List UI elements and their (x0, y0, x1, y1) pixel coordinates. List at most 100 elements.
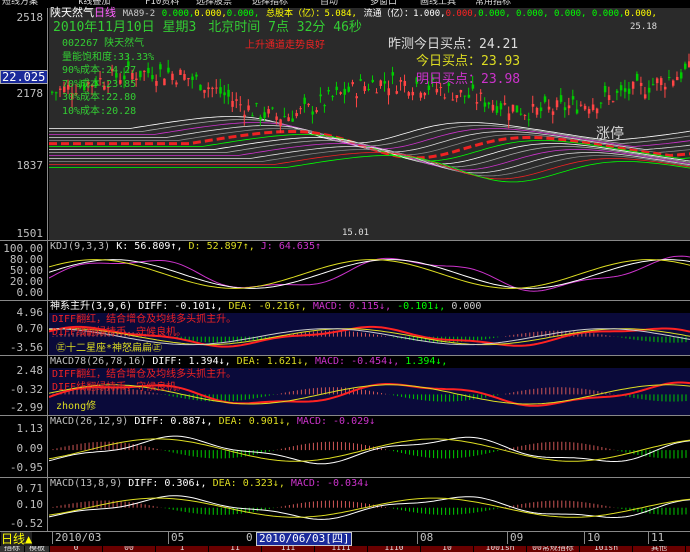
menu-item[interactable]: 短线方案 (2, 0, 39, 7)
macd-value: MACD: 0.115↓, (312, 301, 392, 312)
candle-body (495, 106, 499, 113)
candle-body (683, 63, 687, 69)
candle-body (335, 86, 338, 91)
moving-average-line (49, 146, 690, 174)
candle-body (551, 111, 555, 115)
candle-body (539, 107, 543, 112)
candle-body (559, 95, 563, 102)
menu-item[interactable]: 多窗口 (370, 0, 398, 7)
menu-item[interactable]: 自动 (320, 0, 339, 7)
limit-up-label: 涨停 (596, 126, 624, 142)
candle-body (59, 88, 62, 90)
moving-average-line (49, 152, 690, 180)
y-tick: 1.13 (16, 422, 44, 435)
candle-body (619, 85, 623, 91)
candle-body (563, 107, 567, 111)
indicator-tab[interactable]: 指标 (0, 546, 25, 552)
candle-body (179, 69, 182, 75)
macd-chart[interactable] (49, 416, 690, 477)
indicator-tab[interactable]: 模板 (25, 546, 50, 552)
candle-body (471, 84, 475, 89)
diff-value: DIFF: 0.887↓, (134, 416, 213, 427)
diff-value: DIFF: -0.101↓, (138, 301, 223, 312)
candle-body (331, 96, 334, 98)
candle-body (439, 87, 443, 89)
candle-body (51, 91, 54, 93)
macd78-axis: 2.48 -0.32 -2.99 (0, 356, 48, 415)
candle-body (383, 81, 387, 84)
y-tick: 50.00 (9, 264, 43, 277)
menu-item[interactable]: 选择指标 (252, 0, 289, 7)
indicator-tab[interactable]: 其他 (633, 546, 686, 552)
indicator-tab[interactable]: 1 (156, 546, 209, 552)
k-value: K: 56.809↑, (116, 241, 183, 252)
date-tick: 05 (168, 532, 184, 544)
macd-value: MACD: -0.029↓ (296, 416, 376, 427)
value-4: 1.394↓, (405, 356, 448, 367)
candle-body (211, 87, 214, 89)
period-toggle[interactable]: 日线▲ (1, 532, 33, 546)
candle-body (139, 70, 142, 78)
indicator-line (49, 328, 690, 346)
indicator-tab[interactable]: 11 (209, 546, 262, 552)
menu-item[interactable]: F10资料 (145, 0, 180, 7)
price-chart[interactable] (49, 8, 690, 240)
indicator-tab[interactable]: 111 (262, 546, 315, 552)
moving-average-line (49, 116, 690, 144)
candle-body (543, 96, 547, 102)
stock-code: 002267 陕天然气 (62, 38, 145, 49)
candle-body (319, 94, 322, 97)
candle-body (675, 76, 679, 81)
kdj-axis: 100.00 80.00 50.00 20.00 0.00 (0, 241, 48, 300)
indicator-tab[interactable]: 10ish (580, 546, 633, 552)
candle-body (299, 108, 302, 110)
candle-body (295, 113, 298, 117)
macd2-axis: 0.71 0.10 -0.52 (0, 478, 48, 531)
candle-body (679, 72, 683, 79)
indicator-tab[interactable]: 10 (421, 546, 474, 552)
candle-body (403, 80, 407, 86)
y-tick: 2178 (16, 87, 44, 100)
candle-body (355, 96, 358, 99)
menu-item[interactable]: k线叠加 (78, 0, 111, 7)
macd78-chart[interactable] (49, 368, 690, 415)
candle-body (375, 92, 379, 94)
candle-body (387, 88, 391, 96)
menu-item[interactable]: 选择股票 (196, 0, 233, 7)
candle-body (235, 99, 238, 101)
candle-body (487, 102, 491, 105)
candle-body (371, 79, 374, 83)
candle-body (127, 61, 130, 67)
candle-body (603, 85, 607, 93)
indicator-tab[interactable]: 00 (103, 546, 156, 552)
indicator-tab[interactable]: 0 (50, 546, 103, 552)
candle-body (195, 74, 198, 77)
shen-chart[interactable] (49, 313, 690, 355)
candle-body (167, 67, 170, 73)
candle-body (63, 86, 66, 93)
indicator-tab[interactable]: 00常规指标 (527, 546, 580, 552)
macd2-chart[interactable] (49, 478, 690, 531)
today-buy-point: 今日买点：23.93 (416, 54, 521, 69)
y-tick: 100.00 (3, 242, 43, 255)
indicator-tab[interactable]: 1110 (368, 546, 421, 552)
candle-body (91, 84, 94, 87)
candle-body (263, 112, 266, 118)
candle-body (527, 119, 531, 121)
menu-item[interactable]: 常用指标 (475, 0, 512, 7)
candle-body (687, 61, 690, 68)
candle-body (467, 94, 471, 98)
candle-body (451, 99, 455, 101)
indicator-tab[interactable]: 1111 (315, 546, 368, 552)
candle-body (351, 82, 354, 85)
dea-value: DEA: 0.901↓, (218, 416, 291, 427)
moving-average-line (49, 143, 690, 171)
indicator-tab[interactable]: 100ish (474, 546, 527, 552)
kdj-chart[interactable] (49, 241, 690, 300)
candle-body (291, 118, 294, 122)
menu-item[interactable]: 画线工具 (420, 0, 457, 7)
signal-note: DIFF线翻绿持币，守候良机。 (52, 382, 187, 393)
candle-body (391, 72, 395, 76)
candle-body (443, 97, 447, 99)
author-footer: zhong修 (56, 401, 97, 412)
